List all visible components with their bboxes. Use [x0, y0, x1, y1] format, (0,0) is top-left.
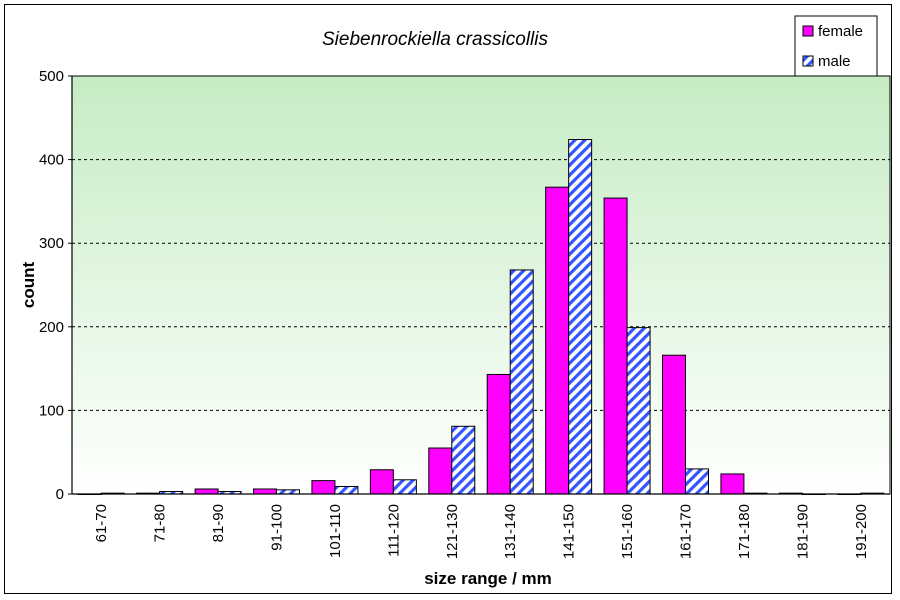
y-tick-label: 200 — [39, 319, 64, 336]
legend-label-male: male — [818, 53, 851, 70]
x-tick-label: 121-130 — [444, 504, 461, 559]
x-tick-label: 181-190 — [794, 504, 811, 559]
x-axis-title: size range / mm — [424, 569, 552, 588]
bar-male-161-170 — [685, 468, 709, 495]
plot-area — [71, 75, 891, 495]
legend-swatch-male — [802, 55, 814, 67]
x-tick-label: 141-150 — [561, 504, 578, 559]
x-tick-label: 101-110 — [327, 504, 344, 558]
legend-swatch-female — [802, 25, 814, 37]
y-tick-labels: 0 100 200 300 400 500 — [39, 68, 64, 503]
bar-male-151-160 — [626, 327, 651, 495]
gridlines — [68, 75, 890, 495]
y-tick-label: 500 — [39, 68, 64, 85]
bar-female-171-180 — [720, 473, 745, 495]
x-tick-label: 151-160 — [619, 504, 636, 559]
bar-female-81-90 — [194, 488, 219, 495]
bar-male-91-100 — [276, 489, 300, 495]
x-tick-label: 61-70 — [93, 504, 110, 542]
x-tick-label: 81-90 — [210, 504, 227, 542]
bar-female-161-170 — [662, 354, 686, 495]
x-tick-label: 171-180 — [736, 504, 753, 559]
y-tick-label: 400 — [39, 152, 64, 169]
bars — [77, 139, 885, 495]
bar-female-131-140 — [486, 373, 511, 495]
y-tick-label: 100 — [39, 402, 64, 419]
bar-male-121-130 — [451, 425, 476, 495]
bar-female-121-130 — [428, 447, 453, 495]
y-tick-label: 300 — [39, 235, 64, 252]
x-tick-label: 131-140 — [502, 504, 519, 559]
bar-female-151-160 — [603, 197, 628, 495]
y-axis-title: count — [19, 262, 38, 309]
bar-male-101-110 — [334, 485, 359, 495]
legend-label-female: female — [818, 23, 863, 40]
bar-male-111-120 — [392, 479, 417, 495]
x-tick-label: 161-170 — [678, 504, 695, 559]
chart-title: Siebenrockiella crassicollis — [322, 29, 548, 50]
bar-female-141-150 — [545, 186, 570, 495]
legend: female male — [794, 15, 878, 77]
bar-female-101-110 — [311, 480, 336, 495]
x-tick-labels: 61-70 71-80 81-90 91-100 101-110 111-120 121-1… — [93, 504, 870, 559]
bar-male-131-140 — [509, 269, 534, 495]
x-tick-label: 91-100 — [269, 504, 286, 551]
bar-male-141-150 — [568, 139, 593, 495]
axes — [71, 76, 890, 495]
bar-female-91-100 — [253, 488, 277, 495]
y-tick-label: 0 — [56, 486, 64, 503]
x-tick-label: 191-200 — [853, 504, 870, 559]
x-tick-label: 111-120 — [385, 504, 402, 557]
bar-female-111-120 — [369, 469, 394, 495]
x-tick-label: 71-80 — [152, 504, 169, 542]
